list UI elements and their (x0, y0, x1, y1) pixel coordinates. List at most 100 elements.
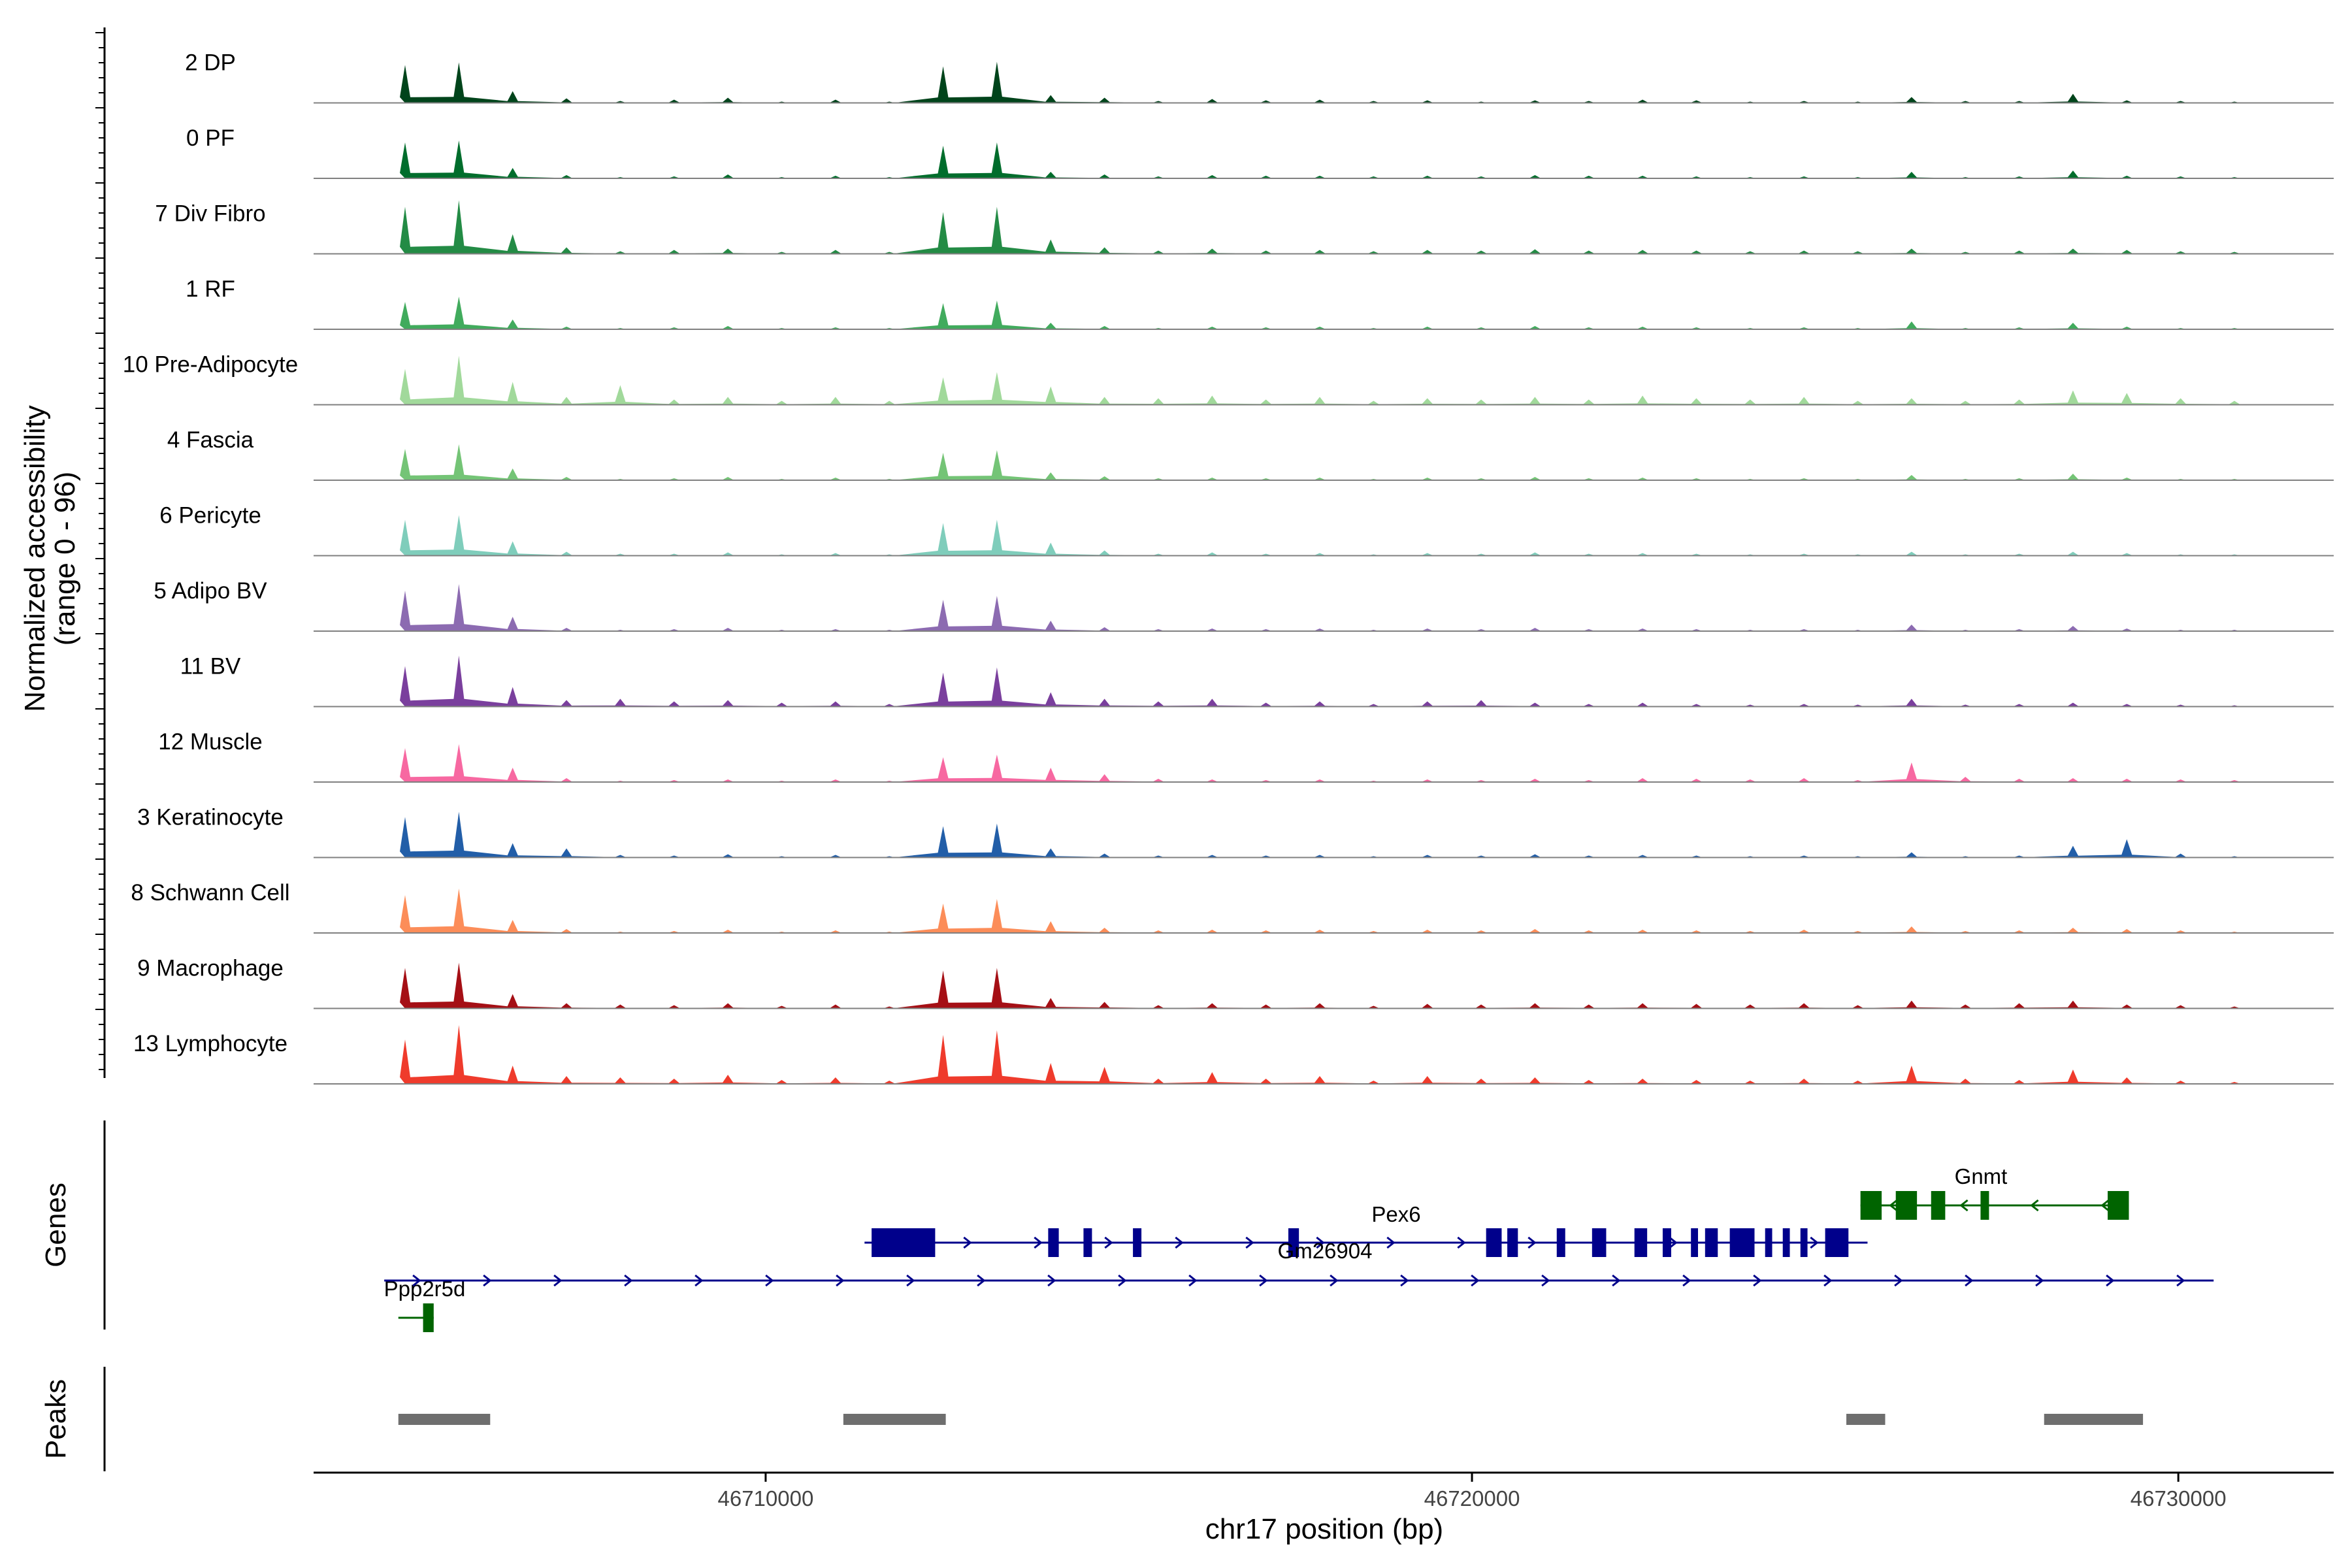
strand-arrow-icon (1104, 1236, 1113, 1249)
track-5: 4 Fascia (167, 427, 2334, 481)
strand-arrow-icon (1889, 1199, 1898, 1212)
exon (1634, 1228, 1648, 1257)
gene-label: Pex6 (1371, 1202, 1420, 1226)
track-label: 7 Div Fibro (155, 201, 265, 227)
strand-arrow-icon (2100, 1199, 2110, 1212)
gene-gnmt: Gnmt (1860, 1164, 2129, 1220)
gene-ppp2r5d: Ppp2r5d (384, 1277, 465, 1332)
exon (1507, 1228, 1518, 1257)
track-label: 11 BV (180, 654, 241, 679)
track-signal (400, 655, 2240, 707)
exon (1825, 1228, 1849, 1257)
track-2: 7 Div Fibro (155, 200, 2334, 255)
exon (1782, 1228, 1790, 1257)
x-tick-label: 46730000 (2131, 1486, 2227, 1511)
track-0: 2 DP (185, 50, 2334, 104)
track-signal (400, 355, 2240, 405)
strand-arrow-icon (1669, 1236, 1678, 1249)
x-tick-label: 46710000 (718, 1486, 814, 1511)
peak-bar (1846, 1414, 1886, 1425)
strand-arrow-icon (2106, 1274, 2115, 1287)
strand-arrow-icon (1245, 1236, 1254, 1249)
track-1: 0 PF (186, 125, 2334, 179)
gene-gm26904: Gm26904 (384, 1239, 2214, 1287)
accessibility-tracks: 2 DP 0 PF 7 Div Fibro 1 RF 10 Pre-Adipocyte 4… (123, 50, 2334, 1085)
peak-bar (398, 1414, 491, 1425)
track-8: 11 BV (180, 654, 2334, 708)
strand-arrow-icon (624, 1274, 633, 1287)
y-axis-title-line1: Normalized accessibility (19, 405, 51, 711)
exon (2108, 1191, 2129, 1220)
accessibility-y-ticks (95, 32, 105, 1070)
track-label: 8 Schwann Cell (131, 880, 289, 906)
exon (1691, 1228, 1698, 1257)
exon (872, 1228, 936, 1257)
track-signal (400, 1025, 2240, 1084)
track-signal (400, 140, 2240, 178)
strand-arrow-icon (694, 1274, 704, 1287)
strand-arrow-icon (977, 1274, 986, 1287)
track-9: 12 Muscle (158, 729, 2334, 783)
genes-panel-label: Genes (40, 1183, 72, 1267)
gene-label: Gnmt (1955, 1164, 2008, 1188)
track-signal (400, 61, 2240, 103)
strand-arrow-icon (1527, 1236, 1537, 1249)
y-axis-title-line2: (range 0 - 96) (49, 472, 81, 646)
exon (1592, 1228, 1607, 1257)
peak-bar (843, 1414, 946, 1425)
strand-arrow-icon (1612, 1274, 1621, 1287)
track-signal (400, 744, 2240, 782)
track-label: 2 DP (185, 50, 236, 76)
strand-arrow-icon (553, 1274, 563, 1287)
gene-pex6: Pex6 (864, 1202, 1868, 1257)
exon (1083, 1228, 1092, 1257)
strand-arrow-icon (1894, 1274, 1903, 1287)
strand-arrow-icon (1965, 1274, 1974, 1287)
strand-arrow-icon (2030, 1199, 2039, 1212)
peak-bar (2044, 1414, 2144, 1425)
gene-annotations: Ppp2r5d Pex6 Gm26904 Gnmt (384, 1164, 2214, 1332)
track-11: 8 Schwann Cell (131, 880, 2334, 934)
track-10: 3 Keratinocyte (137, 805, 2334, 858)
strand-arrow-icon (1175, 1236, 1184, 1249)
x-axis-title: chr17 position (bp) (1205, 1513, 1443, 1545)
track-signal (400, 889, 2240, 933)
track-label: 13 Lymphocyte (133, 1031, 287, 1056)
exon (1705, 1228, 1718, 1257)
strand-arrow-icon (1047, 1274, 1056, 1287)
strand-arrow-icon (1457, 1236, 1466, 1249)
track-signal (400, 515, 2240, 556)
strand-arrow-icon (1034, 1236, 1043, 1249)
exon (1980, 1191, 1989, 1220)
track-signal (400, 200, 2240, 254)
track-label: 9 Macrophage (137, 956, 284, 981)
track-label: 0 PF (186, 125, 235, 151)
strand-arrow-icon (906, 1274, 915, 1287)
strand-arrow-icon (2035, 1274, 2044, 1287)
exon (1729, 1228, 1755, 1257)
strand-arrow-icon (412, 1274, 421, 1287)
track-4: 10 Pre-Adipocyte (123, 352, 2334, 406)
strand-arrow-icon (765, 1274, 774, 1287)
strand-arrow-icon (1753, 1274, 1762, 1287)
exon (1288, 1228, 1299, 1257)
peaks-panel-label: Peaks (40, 1379, 72, 1459)
exon (1931, 1191, 1946, 1220)
x-axis-ticks: 46710000 46720000 46730000 (718, 1473, 2227, 1511)
track-signal (400, 297, 2240, 329)
track-label: 10 Pre-Adipocyte (123, 352, 298, 378)
track-12: 9 Macrophage (137, 956, 2334, 1009)
strand-arrow-icon (1330, 1274, 1339, 1287)
track-signal (400, 584, 2240, 631)
strand-arrow-icon (1188, 1274, 1198, 1287)
track-label: 12 Muscle (158, 729, 263, 755)
strand-arrow-icon (836, 1274, 845, 1287)
track-label: 5 Adipo BV (154, 578, 267, 604)
exon (1662, 1228, 1671, 1257)
strand-arrow-icon (483, 1274, 492, 1287)
exon (1895, 1191, 1918, 1220)
track-signal (400, 962, 2240, 1009)
strand-arrow-icon (1400, 1274, 1409, 1287)
strand-arrow-icon (1471, 1274, 1480, 1287)
